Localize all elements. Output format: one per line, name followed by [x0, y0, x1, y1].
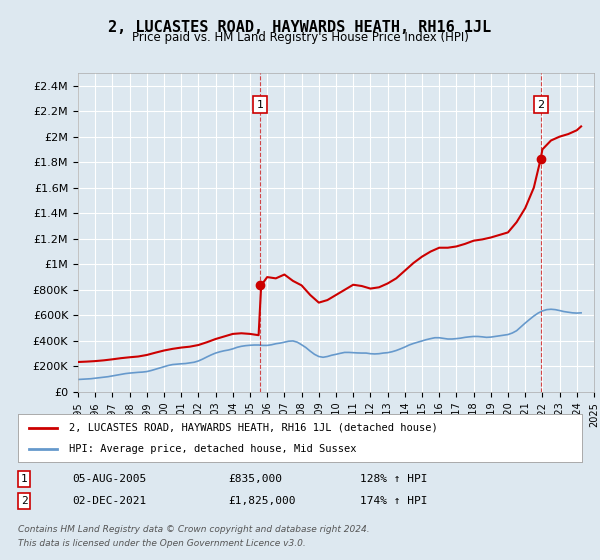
- Text: 2, LUCASTES ROAD, HAYWARDS HEATH, RH16 1JL (detached house): 2, LUCASTES ROAD, HAYWARDS HEATH, RH16 1…: [69, 423, 437, 433]
- Text: Contains HM Land Registry data © Crown copyright and database right 2024.: Contains HM Land Registry data © Crown c…: [18, 525, 370, 534]
- Text: 05-AUG-2005: 05-AUG-2005: [72, 474, 146, 484]
- Text: 1: 1: [20, 474, 28, 484]
- Text: £835,000: £835,000: [228, 474, 282, 484]
- Text: £1,825,000: £1,825,000: [228, 496, 296, 506]
- Text: 2: 2: [537, 100, 544, 110]
- Text: 2: 2: [20, 496, 28, 506]
- Text: 174% ↑ HPI: 174% ↑ HPI: [360, 496, 427, 506]
- Text: 02-DEC-2021: 02-DEC-2021: [72, 496, 146, 506]
- Text: 1: 1: [257, 100, 264, 110]
- Text: 2, LUCASTES ROAD, HAYWARDS HEATH, RH16 1JL: 2, LUCASTES ROAD, HAYWARDS HEATH, RH16 1…: [109, 20, 491, 35]
- Text: HPI: Average price, detached house, Mid Sussex: HPI: Average price, detached house, Mid …: [69, 444, 356, 454]
- Text: 128% ↑ HPI: 128% ↑ HPI: [360, 474, 427, 484]
- Text: Price paid vs. HM Land Registry's House Price Index (HPI): Price paid vs. HM Land Registry's House …: [131, 31, 469, 44]
- Text: This data is licensed under the Open Government Licence v3.0.: This data is licensed under the Open Gov…: [18, 539, 306, 548]
